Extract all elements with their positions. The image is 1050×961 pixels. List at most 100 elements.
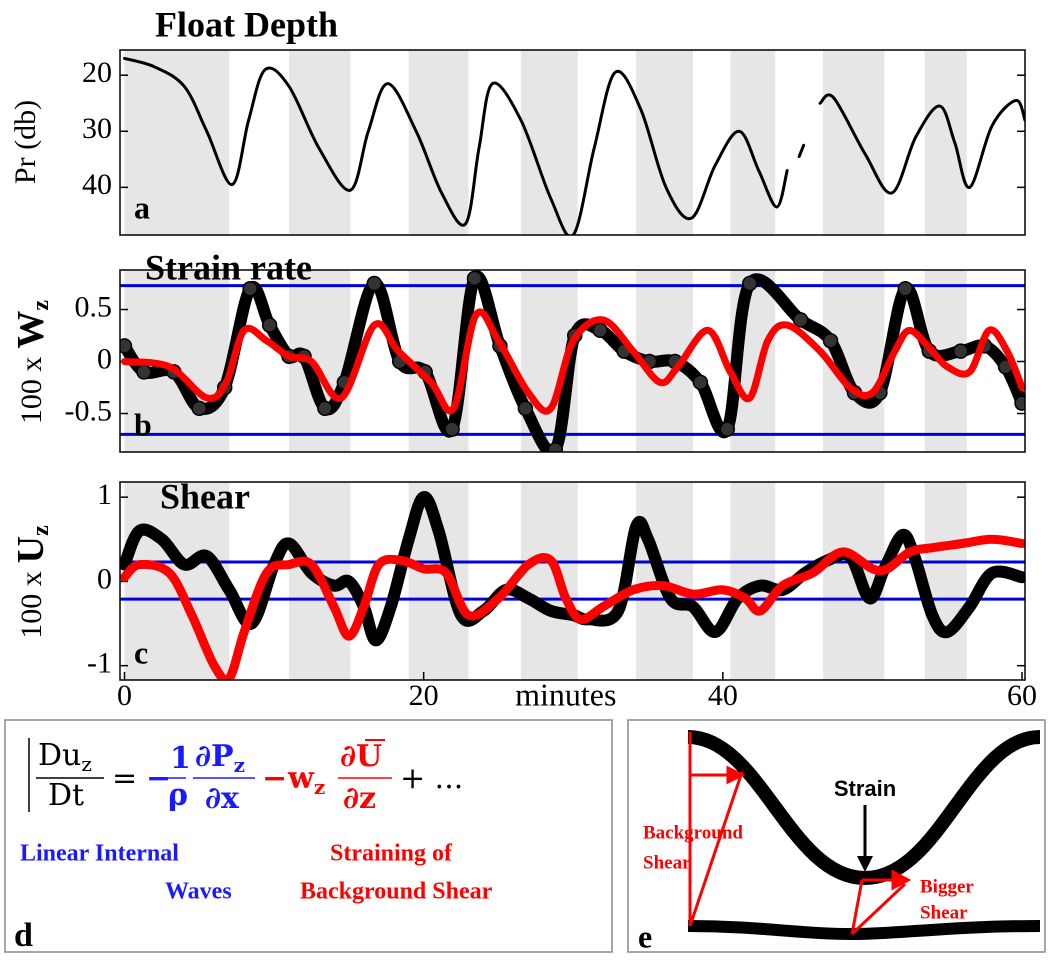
- y-label-text: Pr (db): [9, 100, 42, 184]
- caption-blue: Waves: [165, 879, 232, 905]
- bigger-shear-label: Bigger: [920, 876, 974, 897]
- data-point: [261, 317, 278, 333]
- axes-frame: [119, 49, 1026, 236]
- panel-label: b: [134, 406, 152, 442]
- y-label-text: 100 x: [15, 571, 48, 639]
- series: [122, 56, 1025, 235]
- shaded-interval: [823, 270, 885, 452]
- data-point: [822, 332, 839, 349]
- shear-arrows: [688, 732, 912, 936]
- series: [120, 534, 1025, 680]
- y-label-symbol: W: [10, 311, 52, 349]
- y-tick-label: 1: [97, 478, 112, 511]
- data-point: [120, 338, 133, 354]
- data-point: [547, 442, 564, 452]
- shaded-interval: [520, 482, 578, 680]
- caption-blue: Linear Internal: [20, 841, 179, 867]
- data-point: [444, 421, 460, 437]
- bigger-shear-label: Shear: [920, 902, 968, 923]
- x-tick-label: 60: [1007, 679, 1037, 712]
- data-point: [242, 280, 258, 297]
- data-point: [742, 275, 758, 292]
- y-label-text: 100 x: [15, 357, 48, 425]
- strain-label: Strain: [834, 776, 896, 801]
- eq-frac1-den: ρ: [168, 778, 188, 813]
- shaded-interval: [636, 50, 693, 235]
- eq-frac3-num: ∂U: [340, 739, 382, 774]
- eq-frac2-den: ∂x: [205, 781, 240, 816]
- strain-arrowhead: [857, 856, 873, 872]
- data-point: [191, 400, 208, 417]
- eq-tail: + ...: [400, 761, 463, 796]
- y-tick-label: -1: [87, 647, 112, 680]
- shaded-interval: [924, 50, 967, 235]
- panel-label: e: [638, 918, 652, 954]
- caption-red: Background Shear: [300, 879, 493, 905]
- background-shear-label: Background: [643, 822, 743, 843]
- data-point: [136, 364, 152, 380]
- data-point: [317, 400, 333, 417]
- y-label-subscript: z: [28, 525, 54, 536]
- data-point: [592, 322, 608, 339]
- data-point: [466, 270, 483, 287]
- data-point: [1014, 395, 1025, 411]
- series: [120, 308, 1025, 415]
- eq-w: wz: [287, 761, 325, 799]
- panel-d-frame: [4, 719, 613, 953]
- y-label-subscript: z: [28, 300, 54, 311]
- eq-equals: =: [112, 761, 137, 796]
- shaded-interval: [289, 50, 351, 235]
- eq-minus: −: [262, 761, 287, 796]
- eq-frac2-num: ∂Pz: [195, 739, 245, 777]
- data-point: [692, 374, 709, 391]
- y-tick-label: 20: [82, 56, 112, 89]
- y-label-symbol: U: [10, 536, 52, 563]
- data-line: [122, 56, 1025, 235]
- data-point: [366, 275, 383, 292]
- panel-label: a: [134, 189, 150, 225]
- y-tick-label: 0: [97, 342, 112, 375]
- y-axis-label: 100 x Uz: [10, 525, 54, 639]
- eq-frac3-den: ∂z: [343, 781, 376, 816]
- y-axis-label: Pr (db): [9, 100, 42, 184]
- chart-title: Shear: [160, 476, 250, 516]
- shaded-interval: [730, 50, 776, 235]
- panel-e-frame: [627, 719, 1046, 953]
- data-line: [120, 308, 1025, 415]
- data-point: [897, 280, 914, 297]
- x-tick-label: 0: [117, 679, 132, 712]
- caption-red: Straining of: [330, 841, 453, 867]
- panel-label: d: [14, 917, 33, 954]
- x-tick-label: 40: [708, 679, 738, 712]
- shaded-interval: [924, 482, 967, 680]
- axes-frame: [119, 481, 1026, 681]
- isopycnal-lower: [687, 920, 1041, 941]
- eq-lhs-num: Duz: [38, 738, 92, 776]
- data-point: [792, 312, 809, 328]
- y-tick-label: 0.5: [75, 290, 113, 323]
- eq-lhs-den: Dt: [48, 778, 84, 813]
- x-axis-label: minutes: [515, 676, 616, 712]
- chart-title: Float Depth: [155, 4, 338, 44]
- isopycnal-upper: [687, 730, 1041, 886]
- data-point: [952, 343, 969, 359]
- data-line: [120, 534, 1025, 680]
- x-tick-label: 20: [409, 679, 439, 712]
- shaded-interval: [408, 50, 469, 235]
- y-axis-label: 100 x Wz: [10, 300, 54, 425]
- y-tick-label: -0.5: [65, 394, 113, 427]
- panel-label: c: [134, 634, 148, 670]
- y-tick-label: 0: [97, 562, 112, 595]
- y-tick-label: 30: [82, 112, 112, 145]
- y-tick-label: 40: [82, 168, 112, 201]
- axes-frame: [119, 269, 1026, 453]
- background-shear-label: Shear: [643, 852, 691, 873]
- shaded-interval: [823, 50, 885, 235]
- data-line: [120, 491, 1025, 647]
- chart-title: Strain rate: [145, 247, 312, 287]
- data-point: [719, 421, 736, 437]
- eq-frac1-num: 1: [170, 741, 191, 776]
- data-point: [517, 400, 534, 417]
- series: [120, 491, 1025, 647]
